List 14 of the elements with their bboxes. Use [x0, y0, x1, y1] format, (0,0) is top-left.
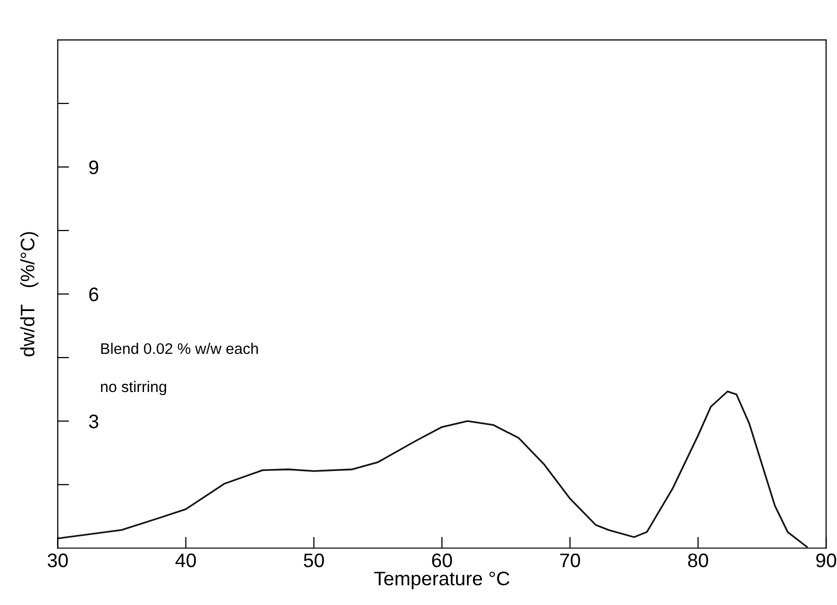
x-tick-label: 30 — [48, 554, 68, 568]
x-axis-title: Temperature °C — [374, 572, 510, 590]
annotation: no stirring — [101, 380, 166, 396]
x-tick-label: 60 — [432, 554, 452, 568]
x-tick-label: 70 — [560, 554, 580, 568]
y-axis-title: dw/dT (%/°C) — [20, 232, 38, 356]
x-tick-label: 40 — [175, 554, 196, 568]
x-tick-label: 90 — [816, 554, 836, 568]
x-tick-label: 80 — [688, 554, 708, 568]
x-tick-label: 50 — [304, 554, 324, 568]
annotation: Blend 0.02 % w/w each — [101, 342, 258, 354]
y-tick-label: 6 — [89, 288, 98, 302]
y-tick-label: 3 — [89, 414, 98, 428]
y-tick-label: 9 — [89, 160, 98, 174]
